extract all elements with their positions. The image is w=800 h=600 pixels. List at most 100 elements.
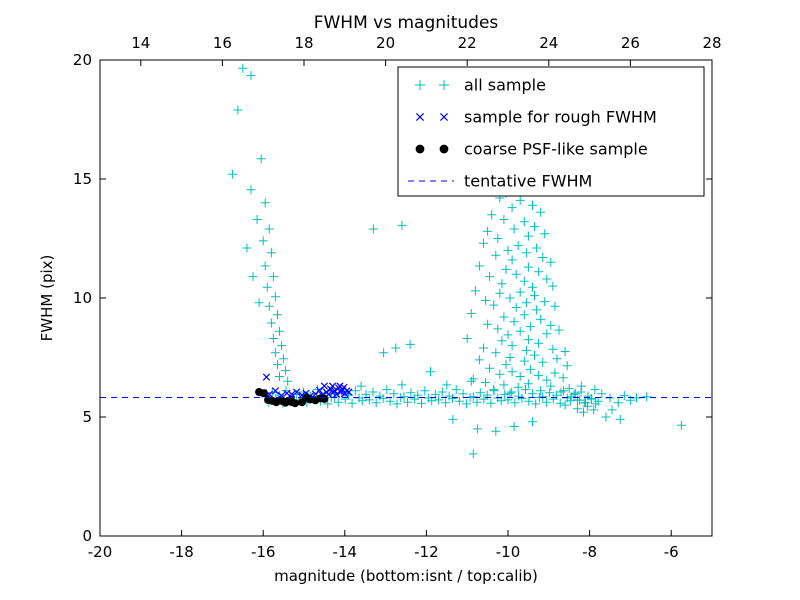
marker-plus-icon xyxy=(481,295,491,305)
marker-plus-icon xyxy=(555,398,565,408)
marker-plus-icon xyxy=(501,360,511,370)
marker-plus-icon xyxy=(540,229,550,239)
marker-x-icon xyxy=(271,387,280,395)
marker-plus-icon xyxy=(448,414,458,424)
marker-dot-icon xyxy=(439,144,449,154)
marker-plus-icon xyxy=(260,198,270,208)
marker-plus-icon xyxy=(528,389,537,399)
marker-plus-icon xyxy=(475,388,485,398)
y-tick-label: 10 xyxy=(73,289,92,307)
x-tick-label-bottom: -6 xyxy=(664,543,679,561)
marker-plus-icon xyxy=(499,215,509,224)
marker-plus-icon xyxy=(233,105,243,115)
marker-x-icon xyxy=(332,390,341,399)
marker-plus-icon xyxy=(489,300,499,310)
marker-x-icon xyxy=(340,383,348,391)
marker-plus-icon xyxy=(238,63,248,73)
marker-plus-icon xyxy=(509,224,519,234)
marker-plus-icon xyxy=(426,367,435,377)
marker-plus-icon xyxy=(538,253,548,262)
marker-plus-icon xyxy=(615,414,625,424)
x-tick-label-top: 20 xyxy=(376,34,395,52)
legend-box xyxy=(397,66,705,197)
marker-plus-icon xyxy=(283,376,293,386)
marker-plus-icon xyxy=(491,348,501,358)
marker-x-icon xyxy=(336,382,344,390)
marker-plus-icon xyxy=(246,71,256,80)
marker-plus-icon xyxy=(242,243,252,253)
marker-plus-icon xyxy=(597,389,607,399)
marker-plus-icon xyxy=(405,339,415,349)
marker-plus-icon xyxy=(642,392,652,402)
marker-plus-icon xyxy=(579,407,588,417)
marker-plus-icon xyxy=(619,391,629,401)
marker-plus-icon xyxy=(382,385,392,395)
y-axis-label: FWHM (pix) xyxy=(38,255,56,342)
marker-plus-icon xyxy=(523,379,533,389)
marker-plus-icon xyxy=(523,262,533,272)
marker-plus-icon xyxy=(542,375,552,385)
marker-plus-icon xyxy=(258,236,268,246)
marker-plus-icon xyxy=(246,185,256,195)
marker-x-icon xyxy=(328,382,337,390)
marker-plus-icon xyxy=(493,324,503,334)
marker-x-icon xyxy=(262,373,271,381)
marker-plus-icon xyxy=(474,355,484,365)
marker-plus-icon xyxy=(391,343,401,353)
marker-plus-icon xyxy=(519,310,529,320)
marker-plus-icon xyxy=(500,389,510,399)
x-tick-label-bottom: -18 xyxy=(169,543,194,561)
marker-plus-icon xyxy=(513,382,523,392)
marker-plus-icon xyxy=(268,334,278,343)
y-tick-label: 0 xyxy=(82,527,92,545)
marker-plus-icon xyxy=(605,393,615,403)
marker-plus-icon xyxy=(528,417,537,427)
legend-entry-sample-for-rough-fwhm: sample for rough FWHM xyxy=(415,108,657,127)
marker-plus-icon xyxy=(454,396,464,406)
marker-plus-icon xyxy=(505,353,515,362)
legend-label: all sample xyxy=(464,76,546,95)
marker-plus-icon xyxy=(515,195,525,205)
marker-plus-icon xyxy=(485,272,495,282)
marker-plus-icon xyxy=(554,325,564,335)
legend-entry-tentative-fwhm: tentative FWHM xyxy=(408,172,592,191)
marker-plus-icon xyxy=(521,298,531,308)
marker-plus-icon xyxy=(270,348,280,358)
marker-x-icon xyxy=(439,112,449,122)
marker-plus-icon xyxy=(507,203,517,213)
marker-plus-icon xyxy=(439,80,449,90)
marker-plus-icon xyxy=(545,388,555,398)
marker-plus-icon xyxy=(521,385,530,395)
marker-plus-icon xyxy=(591,399,601,409)
marker-x-icon xyxy=(292,388,301,396)
marker-plus-icon xyxy=(474,261,484,271)
marker-plus-icon xyxy=(228,169,238,179)
marker-plus-icon xyxy=(513,241,523,251)
marker-plus-icon xyxy=(479,343,488,353)
marker-x-icon xyxy=(320,382,329,390)
legend-entry-coarse-psf-like-sample: coarse PSF-like sample xyxy=(415,140,648,159)
marker-plus-icon xyxy=(392,399,402,409)
y-tick-label: 20 xyxy=(73,51,92,69)
marker-plus-icon xyxy=(487,210,497,220)
x-tick-label-bottom: -14 xyxy=(333,543,358,561)
marker-plus-icon xyxy=(590,385,600,395)
series-coarse-psf-like-sample xyxy=(255,388,329,408)
marker-plus-icon xyxy=(570,388,580,398)
marker-plus-icon xyxy=(507,255,517,265)
marker-plus-icon xyxy=(260,261,270,271)
marker-plus-icon xyxy=(399,392,409,402)
x-tick-label-top: 14 xyxy=(131,34,150,52)
x-tick-label-bottom: -16 xyxy=(251,543,276,561)
marker-plus-icon xyxy=(350,386,360,396)
marker-plus-icon xyxy=(389,389,399,399)
marker-plus-icon xyxy=(472,397,482,407)
marker-plus-icon xyxy=(574,395,584,405)
marker-plus-icon xyxy=(364,395,374,405)
marker-plus-icon xyxy=(515,326,525,336)
marker-plus-icon xyxy=(489,385,499,395)
marker-plus-icon xyxy=(505,293,515,303)
marker-plus-icon xyxy=(501,264,511,274)
marker-plus-icon xyxy=(530,350,539,360)
